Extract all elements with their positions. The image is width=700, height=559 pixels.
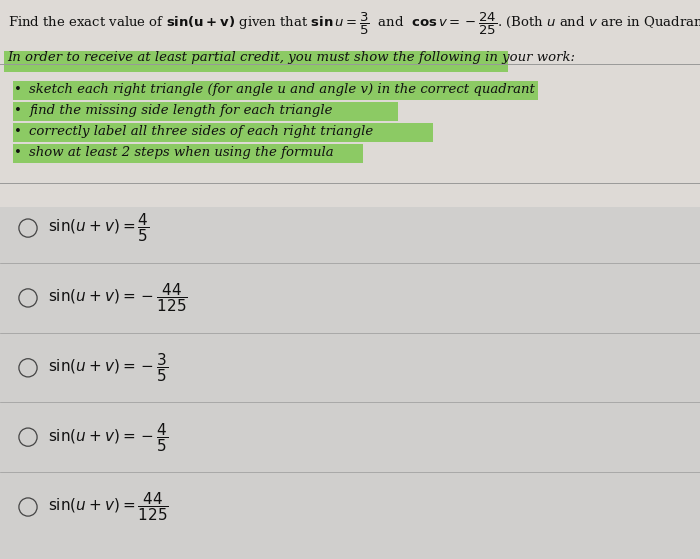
Text: $\sin(u+v) = \dfrac{44}{125}$: $\sin(u+v) = \dfrac{44}{125}$ — [48, 491, 169, 523]
Text: Find the exact value of $\mathbf{sin(u+v)}$ given that $\mathbf{sin}\,u = \dfrac: Find the exact value of $\mathbf{sin(u+v… — [8, 11, 700, 37]
Text: $\sin(u+v) = -\dfrac{3}{5}$: $\sin(u+v) = -\dfrac{3}{5}$ — [48, 352, 168, 384]
Bar — [13, 80, 538, 100]
Bar — [0, 207, 700, 559]
Text: find the missing side length for each triangle: find the missing side length for each tr… — [29, 104, 333, 117]
Text: •: • — [14, 125, 22, 138]
Bar — [0, 0, 700, 207]
Bar — [4, 51, 508, 72]
Text: •: • — [14, 104, 22, 117]
Text: correctly label all three sides of each right triangle: correctly label all three sides of each … — [29, 125, 374, 138]
Text: show at least 2 steps when using the formula: show at least 2 steps when using the for… — [29, 146, 334, 159]
Text: $\sin(u+v) = -\dfrac{4}{5}$: $\sin(u+v) = -\dfrac{4}{5}$ — [48, 421, 168, 453]
Text: •: • — [14, 83, 22, 96]
Text: In order to receive at least partial credit, you must show the following in your: In order to receive at least partial cre… — [7, 51, 575, 64]
Text: sketch each right triangle (for angle u and angle v) in the correct quadrant: sketch each right triangle (for angle u … — [29, 83, 536, 96]
Text: $\sin(u+v) = \dfrac{4}{5}$: $\sin(u+v) = \dfrac{4}{5}$ — [48, 212, 149, 244]
Bar — [13, 102, 398, 121]
Bar — [13, 144, 363, 163]
Text: •: • — [14, 146, 22, 159]
Bar — [13, 123, 433, 142]
Text: $\sin(u+v) = -\dfrac{44}{125}$: $\sin(u+v) = -\dfrac{44}{125}$ — [48, 282, 188, 314]
